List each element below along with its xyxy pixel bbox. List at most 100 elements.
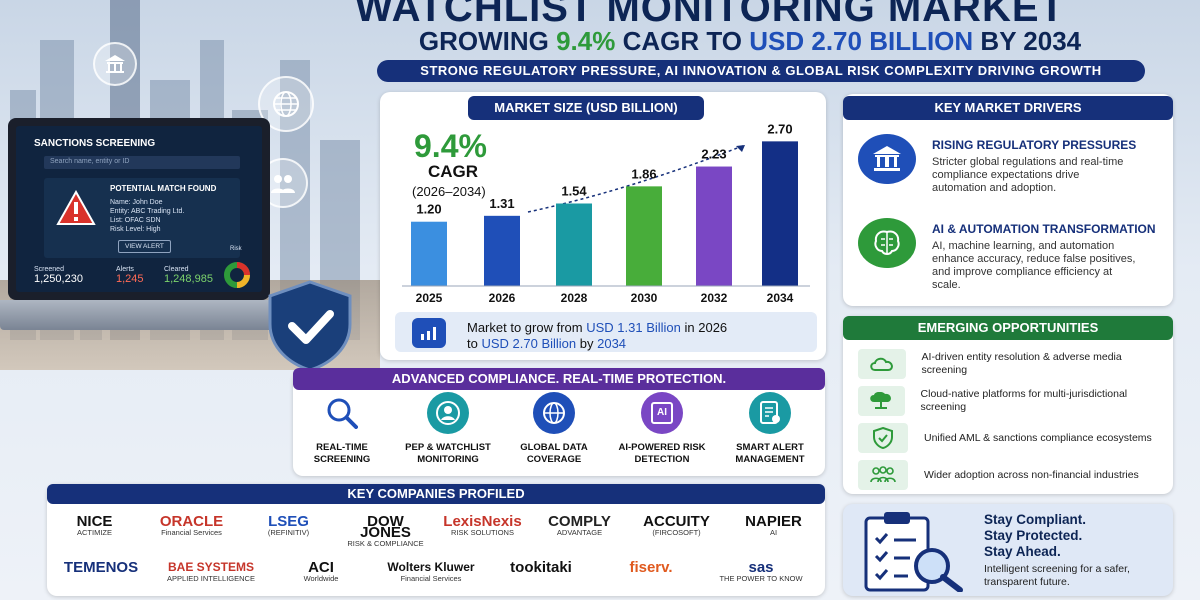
- company-logo: NICE ACTIMIZE: [50, 513, 139, 538]
- cagr-value: 9.4%: [414, 128, 487, 164]
- company-subtitle: Financial Services: [400, 574, 462, 583]
- companies-title: KEY COMPANIES PROFILED: [47, 484, 825, 504]
- page-title: WATCHLIST MONITORING MARKET: [355, 0, 1065, 30]
- cagr-period: (2026–2034): [412, 184, 486, 199]
- company-subtitle: AI: [769, 528, 778, 537]
- company-subtitle: Worldwide: [303, 574, 339, 583]
- bar-2030: [626, 186, 662, 286]
- sanctions-screening-screen: SANCTIONS SCREENING Search name, entity …: [16, 126, 262, 292]
- bank-icon: [93, 42, 137, 86]
- company-logo: Wolters Kluwer Financial Services: [380, 561, 482, 584]
- cta-line-1: Stay Compliant.: [984, 512, 1087, 527]
- page-subtitle: GROWING 9.4% CAGR TO USD 2.70 BILLION BY…: [418, 26, 1082, 56]
- company-name: fiserv.: [629, 559, 673, 576]
- feature-pep-watchlist: PEP & WATCHLIST MONITORING: [396, 392, 500, 466]
- company-name: DOW JONES: [360, 513, 411, 541]
- globe-icon: [533, 392, 575, 434]
- x-tick-label: 2026: [489, 291, 516, 305]
- feature-global-data: GLOBAL DATA COVERAGE: [502, 392, 606, 466]
- company-logo: COMPLY ADVANTAGE: [535, 513, 624, 538]
- alert-name: Name: John Doe: [110, 199, 163, 206]
- bar-value-label: 1.20: [416, 202, 441, 217]
- opportunity-text: AI-driven entity resolution & adverse me…: [921, 351, 1122, 376]
- x-tick-label: 2034: [767, 291, 794, 305]
- x-tick-label: 2032: [701, 291, 728, 305]
- bar-value-label: 1.31: [489, 196, 514, 211]
- company-logo: ORACLE Financial Services: [147, 514, 236, 538]
- cagr-label: CAGR: [428, 162, 479, 181]
- bar-2025: [411, 221, 447, 286]
- cta-line-3: Stay Ahead.: [984, 544, 1061, 559]
- search-input[interactable]: Search name, entity or ID: [44, 156, 240, 169]
- market-size-title: MARKET SIZE (USD BILLION): [468, 96, 704, 120]
- company-logo: BAE SYSTEMS APPLIED INTELLIGENCE: [160, 561, 262, 584]
- company-subtitle: RISK SOLUTIONS: [451, 528, 514, 537]
- laptop: SANCTIONS SCREENING Search name, entity …: [8, 118, 270, 300]
- alert-title: POTENTIAL MATCH FOUND: [110, 184, 217, 193]
- risk-donut-chart: [224, 262, 250, 288]
- opportunity-text: Cloud-native platforms for multi-jurisdi…: [920, 388, 1128, 413]
- company-logo: LSEG (REFINITIV): [244, 513, 333, 538]
- alert-risk: Risk Level: High: [110, 226, 161, 233]
- tagline-banner: STRONG REGULATORY PRESSURE, AI INNOVATIO…: [377, 60, 1145, 82]
- alerts-label: Alerts: [116, 266, 134, 273]
- drivers-panel: [843, 94, 1173, 306]
- laptop-base: [0, 300, 320, 330]
- feature-ai-risk: AI AI-POWERED RISK DETECTION: [610, 392, 714, 466]
- company-name: LexisNexis: [443, 513, 522, 530]
- company-name: TEMENOS: [63, 559, 139, 576]
- alert-card: POTENTIAL MATCH FOUND Name: John Doe Ent…: [44, 178, 240, 258]
- company-subtitle: (REFINITIV): [267, 528, 310, 537]
- feature-label: SMART ALERT MANAGEMENT: [735, 442, 805, 465]
- driver-2-title: AI & AUTOMATION TRANSFORMATION: [932, 222, 1156, 236]
- shield-check-icon: [268, 280, 352, 372]
- company-logo: ACCUITY (FIRCOSOFT): [632, 514, 721, 538]
- cloud-icon: [858, 349, 906, 379]
- feature-label: GLOBAL DATA COVERAGE: [520, 442, 588, 465]
- clipboard-search-icon: [864, 512, 963, 592]
- company-logo: fiserv.: [600, 559, 702, 576]
- company-subtitle: THE POWER TO KNOW: [719, 574, 803, 583]
- view-alert-button[interactable]: VIEW ALERT: [118, 240, 171, 253]
- bar-2032: [696, 166, 732, 286]
- x-tick-label: 2030: [631, 291, 658, 305]
- feature-label: AI-POWERED RISK DETECTION: [618, 442, 706, 465]
- company-logo: NAPIER AI: [729, 514, 818, 538]
- company-name: ACI: [308, 559, 334, 576]
- opportunity-text: Wider adoption across non-financial indu…: [924, 468, 1139, 481]
- company-subtitle: Financial Services: [161, 528, 222, 537]
- company-logo: LexisNexis RISK SOLUTIONS: [438, 513, 527, 538]
- cleared-label: Cleared: [164, 266, 189, 273]
- opportunity-item: Unified AML & sanctions compliance ecosy…: [858, 422, 1158, 454]
- shield-icon: [858, 423, 908, 453]
- market-size-bar-chart: 1.20 2025 1.31 2026 1.54 2028 1.86 2030 2.23 2032…: [402, 121, 810, 305]
- trend-arrow: [527, 144, 746, 213]
- opportunity-text: Unified AML & sanctions compliance ecosy…: [924, 431, 1152, 444]
- company-subtitle: ACTIMIZE: [77, 528, 112, 537]
- growth-summary-text: Market to grow from USD 1.31 Billion in …: [467, 320, 728, 351]
- company-logo: TEMENOS: [50, 559, 152, 576]
- courthouse-icon: [858, 134, 916, 184]
- user-monitor-icon: [427, 392, 469, 434]
- feature-label: REAL-TIME SCREENING: [313, 442, 371, 465]
- company-name: COMPLY: [548, 513, 611, 530]
- driver-2-text: AI, machine learning, and automation enh…: [932, 240, 1136, 291]
- feature-smart-alert: SMART ALERT MANAGEMENT: [718, 392, 822, 466]
- opportunity-item: AI-driven entity resolution & adverse me…: [858, 348, 1158, 380]
- feature-real-time-screening: REAL-TIME SCREENING: [290, 392, 394, 466]
- features-title: ADVANCED COMPLIANCE. REAL-TIME PROTECTIO…: [293, 368, 825, 390]
- trend-arrowhead: [736, 145, 745, 152]
- bar-value-label: 2.23: [701, 147, 726, 162]
- screen-title: SANCTIONS SCREENING: [34, 138, 156, 149]
- company-name: NICE: [76, 513, 113, 530]
- ai-chip-icon: AI: [641, 392, 683, 434]
- x-tick-label: 2025: [416, 291, 443, 305]
- warning-icon: [56, 190, 96, 225]
- alerts-value: 1,245: [116, 273, 144, 285]
- drivers-title: KEY MARKET DRIVERS: [843, 96, 1173, 120]
- company-subtitle: ADVANTAGE: [556, 528, 603, 537]
- company-name: LSEG: [268, 513, 309, 530]
- growth-chart-icon: [412, 318, 446, 348]
- cta-text: Intelligent screening for a safer, trans…: [984, 563, 1130, 588]
- company-logo: ACI Worldwide: [270, 559, 372, 584]
